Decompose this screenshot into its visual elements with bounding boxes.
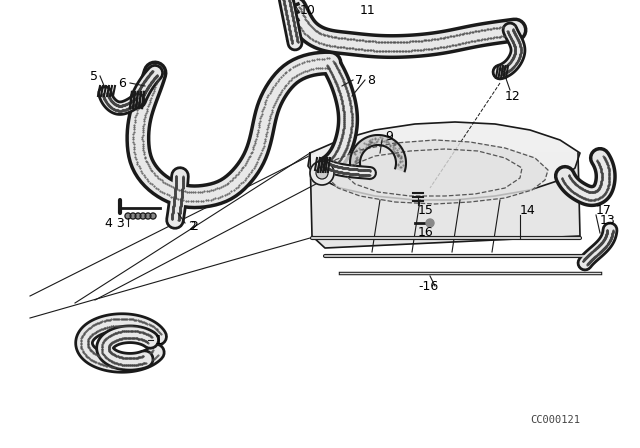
- Text: 8: 8: [367, 73, 375, 86]
- Circle shape: [130, 213, 136, 219]
- Circle shape: [140, 213, 146, 219]
- Text: 14: 14: [520, 203, 536, 216]
- Text: 7: 7: [355, 73, 363, 86]
- Text: 15: 15: [418, 203, 434, 216]
- Text: 4 3: 4 3: [105, 216, 125, 229]
- Circle shape: [426, 219, 434, 227]
- Polygon shape: [308, 122, 580, 200]
- Circle shape: [135, 213, 141, 219]
- Text: 5: 5: [90, 69, 98, 82]
- Text: 17: 17: [596, 203, 612, 216]
- Circle shape: [310, 161, 334, 185]
- Text: CC000121: CC000121: [530, 415, 580, 425]
- Text: 12: 12: [505, 90, 521, 103]
- Text: 2: 2: [190, 220, 198, 233]
- Circle shape: [125, 213, 131, 219]
- Text: 9: 9: [385, 129, 393, 142]
- Text: 6: 6: [118, 77, 126, 90]
- Text: 10: 10: [300, 4, 316, 17]
- Text: 13: 13: [600, 214, 616, 227]
- Text: 11: 11: [360, 4, 376, 17]
- Polygon shape: [350, 135, 406, 171]
- Text: 2: 2: [188, 220, 196, 233]
- Text: 1: 1: [155, 333, 163, 346]
- Circle shape: [145, 213, 151, 219]
- Polygon shape: [310, 153, 580, 248]
- Circle shape: [150, 213, 156, 219]
- Circle shape: [316, 167, 328, 179]
- Text: -16: -16: [418, 280, 438, 293]
- Polygon shape: [328, 140, 548, 204]
- Text: 16: 16: [418, 225, 434, 238]
